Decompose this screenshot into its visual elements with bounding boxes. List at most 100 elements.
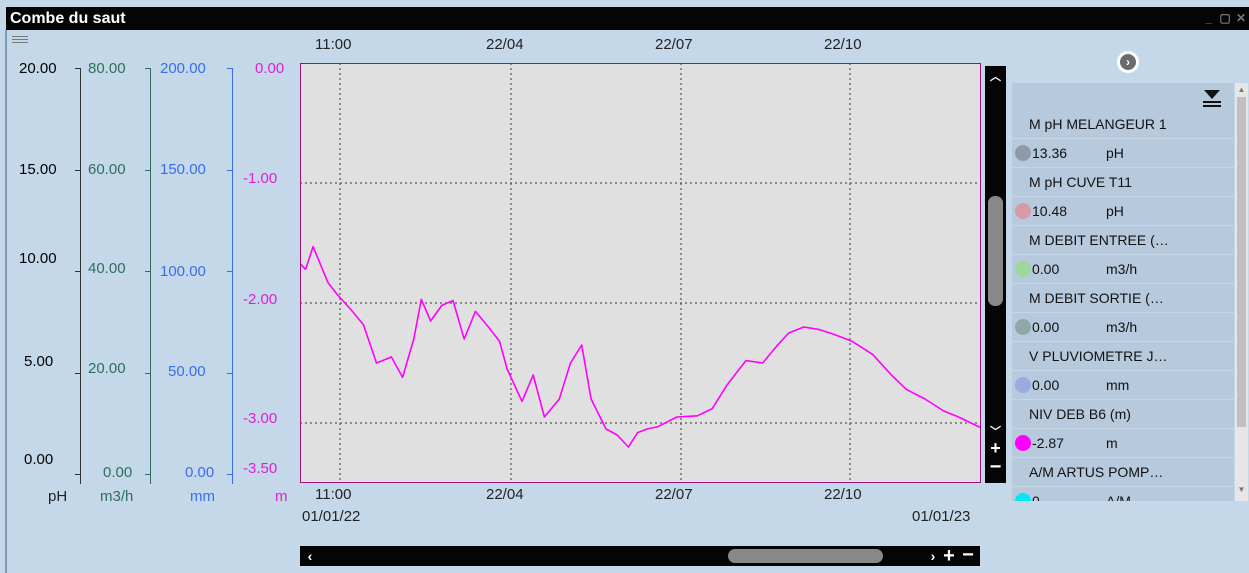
mm-unit-label: mm (190, 488, 215, 505)
window-titlebar: Combe du saut _ ▢ ✕ (6, 7, 1249, 30)
legend-item-name[interactable]: A/M ARTUS POMP… (1012, 458, 1234, 487)
legend-item-unit: m3/h (1106, 261, 1138, 277)
legend-item-value-row[interactable]: 0.00 m3/h (1012, 313, 1234, 342)
legend-item-unit: pH (1106, 203, 1124, 219)
legend-scroll-up-icon[interactable]: ▲ (1237, 85, 1246, 94)
close-icon[interactable]: ✕ (1235, 11, 1247, 25)
mm-tick-label: 0.00 (185, 464, 215, 481)
legend-item-unit: mm (1106, 377, 1130, 393)
maximize-icon[interactable]: ▢ (1219, 11, 1231, 25)
legend-item-unit: pH (1106, 145, 1124, 161)
legend-item-name[interactable]: M DEBIT ENTREE (… (1012, 226, 1234, 255)
legend-item-unit: m (1106, 435, 1118, 451)
legend-item-name[interactable]: M pH MELANGEUR 1 (1012, 110, 1234, 139)
legend-scroll-thumb[interactable] (1237, 97, 1246, 427)
ph-axis-tick (75, 170, 80, 171)
ph-unit-label: pH (48, 488, 68, 505)
series-color-dot-icon[interactable] (1015, 261, 1031, 277)
ph-axis-tick (75, 373, 80, 374)
collapse-legend-icon[interactable] (1202, 86, 1222, 108)
series-color-dot-icon[interactable] (1015, 377, 1031, 393)
window-left-border (5, 30, 7, 573)
x-end-date: 01/01/23 (912, 508, 971, 525)
m-tick-label: -3.50 (243, 460, 278, 477)
legend-item-value-row[interactable]: 0.00 mm (1012, 371, 1234, 400)
bottom-x-tick-label: 22/07 (655, 486, 693, 503)
ph-axis-tick (75, 271, 80, 272)
legend-scrollbar[interactable]: ▲ ▼ (1235, 83, 1248, 501)
m3h-axis-tick (145, 170, 150, 171)
zoom-out-vertical-icon[interactable]: − (989, 456, 1002, 478)
legend-item-unit: m3/h (1106, 319, 1138, 335)
series-color-dot-icon[interactable] (1015, 435, 1031, 451)
mm-axis-tick (227, 474, 232, 475)
legend-item-value: 10.48 (1032, 203, 1068, 219)
chevron-right-icon: › (1126, 55, 1130, 69)
legend-item-value-row[interactable]: -2.87 m (1012, 429, 1234, 458)
series-color-dot-icon[interactable] (1015, 493, 1031, 501)
zoom-out-horizontal-icon[interactable]: − (962, 544, 974, 566)
mm-axis-tick (227, 170, 232, 171)
legend-item-name[interactable]: V PLUVIOMETRE J… (1012, 342, 1234, 371)
series-color-dot-icon[interactable] (1015, 319, 1031, 335)
legend-item-value: -2.87 (1032, 435, 1064, 451)
m-tick-label: -1.00 (243, 170, 278, 187)
mm-axis-tick (227, 373, 232, 374)
ph-tick-label: 10.00 (19, 250, 57, 267)
mm-tick-label: 100.00 (160, 263, 206, 280)
m3h-tick-label: 20.00 (88, 360, 126, 377)
legend-panel: M pH MELANGEUR 1 13.36 pH M pH CUVE T11 10.4… (1012, 83, 1234, 501)
vertical-scroll-thumb[interactable] (988, 196, 1003, 306)
legend-item-name[interactable]: NIV DEB B6 (m) (1012, 400, 1234, 429)
m-tick-label: -2.00 (243, 291, 278, 308)
minimize-icon[interactable]: _ (1205, 11, 1213, 25)
legend-item-name[interactable]: M DEBIT SORTIE (… (1012, 284, 1234, 313)
m3h-axis-tick (145, 271, 150, 272)
top-x-tick-label: 11:00 (315, 36, 352, 53)
legend-item-name[interactable]: M pH CUVE T11 (1012, 168, 1234, 197)
scroll-left-icon[interactable]: ‹ (307, 548, 313, 564)
legend-item-unit: A/M (1106, 493, 1131, 501)
mm-axis-line (232, 68, 233, 484)
legend-item-value-row[interactable]: 0.00 m3/h (1012, 255, 1234, 284)
legend-item-value: 13.36 (1032, 145, 1068, 161)
scroll-right-icon[interactable]: › (930, 548, 936, 564)
m3h-axis-tick (145, 68, 150, 69)
bottom-x-tick-label: 22/04 (486, 486, 524, 503)
legend-item-value: 0.00 (1032, 377, 1060, 393)
ph-tick-label: 5.00 (24, 353, 54, 370)
m3h-unit-label: m3/h (100, 488, 134, 505)
menu-icon[interactable] (12, 36, 28, 44)
bottom-x-tick-label: 11:00 (315, 486, 352, 503)
zoom-in-horizontal-icon[interactable]: + (943, 545, 955, 567)
mm-tick-label: 150.00 (160, 161, 206, 178)
horizontal-scrollbar[interactable]: ‹ › + − (300, 544, 980, 567)
scroll-down-icon[interactable]: ﹀ (990, 426, 1001, 438)
scroll-up-icon[interactable]: ︿ (990, 71, 1001, 83)
legend-item-value: 0.00 (1032, 319, 1060, 335)
trend-chart[interactable] (300, 63, 981, 483)
legend-item-value: 0.00 (1032, 261, 1060, 277)
m3h-axis-tick (145, 373, 150, 374)
mm-tick-label: 200.00 (160, 60, 206, 77)
zoom-in-vertical-icon[interactable]: + (990, 438, 1001, 458)
legend-item-value-row[interactable]: 10.48 pH (1012, 197, 1234, 226)
legend-item-value-row[interactable]: 13.36 pH (1012, 139, 1234, 168)
mm-axis-tick (227, 68, 232, 69)
horizontal-scroll-thumb[interactable] (728, 549, 883, 563)
m3h-tick-label: 40.00 (88, 260, 126, 277)
next-page-button[interactable]: › (1117, 51, 1139, 73)
m-tick-label: 0.00 (255, 60, 285, 77)
legend-header (1012, 83, 1234, 110)
series-line-niv-deb-b6 (300, 245, 981, 448)
m-tick-label: -3.00 (243, 410, 278, 427)
series-color-dot-icon[interactable] (1015, 145, 1031, 161)
legend-item-value: 0 (1032, 493, 1040, 501)
series-color-dot-icon[interactable] (1015, 203, 1031, 219)
legend-scroll-down-icon[interactable]: ▼ (1237, 485, 1246, 494)
m3h-tick-label: 80.00 (88, 60, 126, 77)
legend-item-value-row[interactable]: 0 A/M (1012, 487, 1234, 501)
ph-tick-label: 20.00 (19, 60, 57, 77)
vertical-scrollbar[interactable]: ︿ ﹀ + − (985, 66, 1006, 483)
ph-tick-label: 15.00 (19, 161, 57, 178)
